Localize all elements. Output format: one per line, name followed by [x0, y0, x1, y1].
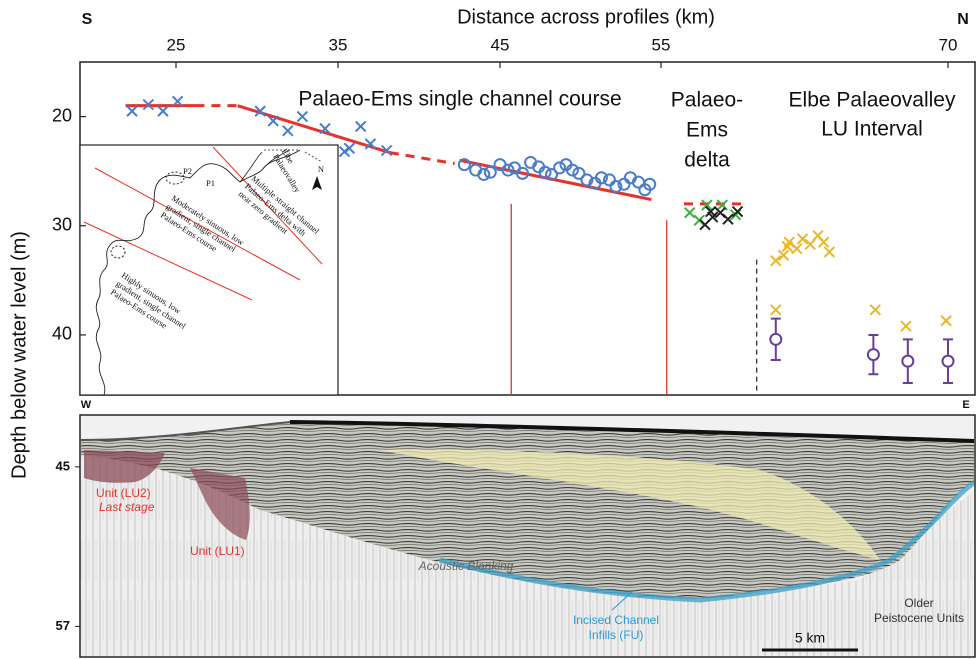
direction-label: E — [962, 399, 969, 411]
unit-label: Unit (LU2) — [96, 486, 151, 500]
unit-label: Last stage — [99, 500, 155, 514]
annotation: Elbe Palaeovalley — [789, 89, 956, 112]
seismic-image — [80, 415, 975, 657]
x-axis-title: Distance across profiles (km) — [457, 6, 715, 28]
y-tick-label: 20 — [52, 105, 72, 125]
annotation: Ems — [686, 119, 728, 142]
feature-label: Peistocene Units — [874, 611, 964, 625]
direction-label: N — [957, 11, 969, 28]
y-tick-label: 30 — [52, 215, 72, 235]
circle-marker — [902, 356, 913, 367]
scale-bar-label: 5 km — [795, 630, 825, 646]
x-tick-label: 55 — [652, 35, 671, 54]
x-tick-label: 35 — [329, 35, 348, 54]
feature-label: Older — [904, 596, 933, 610]
point-label: P1 — [206, 178, 215, 188]
x-tick-label: 25 — [167, 35, 186, 54]
unit-label: Unit (LU1) — [190, 544, 245, 558]
annotation: Palaeo-Ems single channel course — [298, 88, 621, 111]
circle-marker — [943, 356, 954, 367]
y-tick-label: 40 — [52, 324, 72, 344]
x-tick-label: 70 — [939, 35, 958, 54]
y-axis-title: Depth below water level (m) — [8, 231, 30, 479]
inset-map: N P1 P2 Elbe Palaeovalley Multiple strai… — [80, 145, 338, 395]
point-label: P2 — [183, 166, 192, 176]
y-tick-label: 57 — [56, 618, 70, 633]
figure: Distance across profiles (km) S N Depth … — [0, 0, 978, 659]
circle-marker — [868, 349, 879, 360]
annotation: Palaeo- — [671, 89, 743, 112]
direction-label: S — [82, 11, 93, 28]
north-label: N — [318, 164, 324, 174]
feature-label: Infills (FU) — [589, 628, 644, 642]
annotation: delta — [684, 149, 730, 172]
annotation: LU Interval — [821, 118, 923, 141]
direction-label: W — [81, 399, 92, 411]
circle-marker — [770, 334, 781, 345]
y-tick-label: 45 — [56, 458, 70, 473]
feature-label: Acoustic Blanking — [418, 559, 514, 573]
x-tick-label: 45 — [491, 35, 510, 54]
feature-label: Incised Channel — [573, 613, 659, 627]
